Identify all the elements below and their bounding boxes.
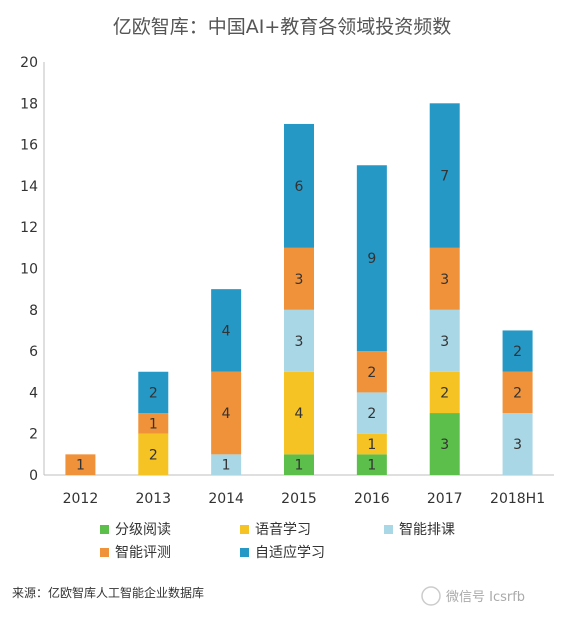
legend-swatch bbox=[100, 525, 109, 534]
bar-segment bbox=[284, 454, 314, 475]
bar-segment bbox=[211, 371, 242, 455]
x-tick-label: 2016 bbox=[354, 491, 390, 507]
wechat-logo-icon bbox=[421, 586, 441, 606]
data-label: 3 bbox=[295, 334, 304, 350]
y-tick-label: 4 bbox=[29, 385, 38, 401]
data-label: 3 bbox=[440, 272, 449, 288]
y-tick-label: 12 bbox=[20, 220, 38, 236]
data-label: 7 bbox=[440, 169, 449, 185]
bar-segment bbox=[429, 247, 460, 310]
data-label: 1 bbox=[76, 458, 85, 474]
bar-segment bbox=[502, 330, 533, 372]
data-label: 3 bbox=[295, 272, 304, 288]
data-label: 1 bbox=[295, 458, 304, 474]
source-note: 来源：亿欧智库人工智能企业数据库 bbox=[12, 585, 204, 600]
data-label: 1 bbox=[367, 458, 376, 474]
y-tick-label: 18 bbox=[20, 96, 38, 112]
legend-label: 分级阅读 bbox=[115, 521, 171, 538]
data-label: 4 bbox=[222, 406, 231, 422]
bar-segment bbox=[356, 165, 387, 352]
data-label: 4 bbox=[222, 323, 231, 339]
bar-segment bbox=[284, 371, 314, 455]
bar-segment bbox=[138, 413, 169, 434]
legend-label: 智能排课 bbox=[399, 522, 455, 538]
bar-segment bbox=[138, 433, 169, 475]
bar-segment bbox=[429, 413, 460, 475]
bar-segment bbox=[138, 371, 169, 414]
data-label: 3 bbox=[440, 334, 449, 350]
data-label: 1 bbox=[367, 437, 376, 453]
bar-segment bbox=[65, 454, 96, 475]
y-tick-label: 0 bbox=[29, 468, 38, 484]
bar-segment bbox=[502, 413, 533, 475]
data-label: 2 bbox=[513, 344, 522, 360]
bar-segment bbox=[356, 392, 387, 434]
x-tick-label: 2013 bbox=[135, 491, 171, 507]
data-label: 1 bbox=[149, 416, 158, 432]
data-label: 2 bbox=[513, 385, 522, 401]
legend-swatch bbox=[240, 548, 249, 557]
bar-segment bbox=[502, 371, 533, 414]
legend-swatch bbox=[240, 525, 249, 534]
y-tick-label: 16 bbox=[20, 138, 38, 154]
legend-swatch bbox=[384, 525, 393, 534]
watermark: 微信号 Icsrfb bbox=[421, 586, 525, 606]
bar-segment bbox=[284, 309, 314, 372]
bar-segment bbox=[284, 123, 314, 248]
y-axis: 0 2 4 6 8 10 12 14 16 18 20 bbox=[20, 55, 45, 484]
data-label: 2 bbox=[367, 406, 376, 422]
bar-segment bbox=[429, 371, 460, 414]
y-tick-label: 2 bbox=[29, 427, 38, 443]
bar-segment bbox=[429, 309, 460, 372]
bar-segment bbox=[211, 454, 242, 475]
legend-label: 智能评测 bbox=[115, 545, 171, 561]
y-tick-label: 20 bbox=[20, 55, 38, 71]
chart-title: 亿欧智库：中国AI+教育各领域投资频数 bbox=[113, 16, 452, 38]
y-tick-label: 8 bbox=[29, 303, 38, 319]
x-tick-label: 2017 bbox=[427, 491, 463, 507]
legend-label: 语音学习 bbox=[255, 521, 311, 538]
data-label: 6 bbox=[295, 179, 304, 195]
legend-label: 自适应学习 bbox=[255, 544, 325, 561]
data-label: 3 bbox=[440, 437, 449, 453]
data-label: 2 bbox=[149, 447, 158, 463]
bar-segment bbox=[356, 454, 387, 475]
x-tick-label: 2012 bbox=[63, 491, 99, 507]
data-label: 2 bbox=[149, 385, 158, 401]
bar-segment bbox=[284, 247, 314, 310]
legend-swatch bbox=[100, 548, 109, 557]
x-tick-label: 2018H1 bbox=[490, 491, 545, 507]
bars-group: 1 2 1 2 1 4 4 1 4 3 3 6 1 1 2 2 9 3 2 3 3 7 3 2 2 bbox=[65, 103, 533, 475]
y-tick-label: 10 bbox=[20, 262, 38, 278]
data-label: 4 bbox=[295, 406, 304, 422]
x-tick-label: 2014 bbox=[208, 491, 244, 507]
x-axis: 2012 2013 2014 2015 2016 2017 2018H1 bbox=[44, 474, 554, 507]
bar-segment bbox=[211, 289, 242, 372]
y-tick-label: 6 bbox=[29, 344, 38, 360]
bar-segment bbox=[356, 351, 387, 393]
y-tick-label: 14 bbox=[20, 179, 38, 195]
x-tick-label: 2015 bbox=[281, 491, 317, 507]
data-label: 1 bbox=[222, 458, 231, 474]
bar-segment bbox=[429, 103, 460, 248]
data-label: 2 bbox=[367, 365, 376, 381]
data-label: 3 bbox=[513, 437, 522, 453]
data-label: 9 bbox=[367, 251, 376, 267]
watermark-text: 微信号 Icsrfb bbox=[446, 590, 525, 605]
bar-segment bbox=[356, 433, 387, 455]
data-label: 2 bbox=[440, 385, 449, 401]
